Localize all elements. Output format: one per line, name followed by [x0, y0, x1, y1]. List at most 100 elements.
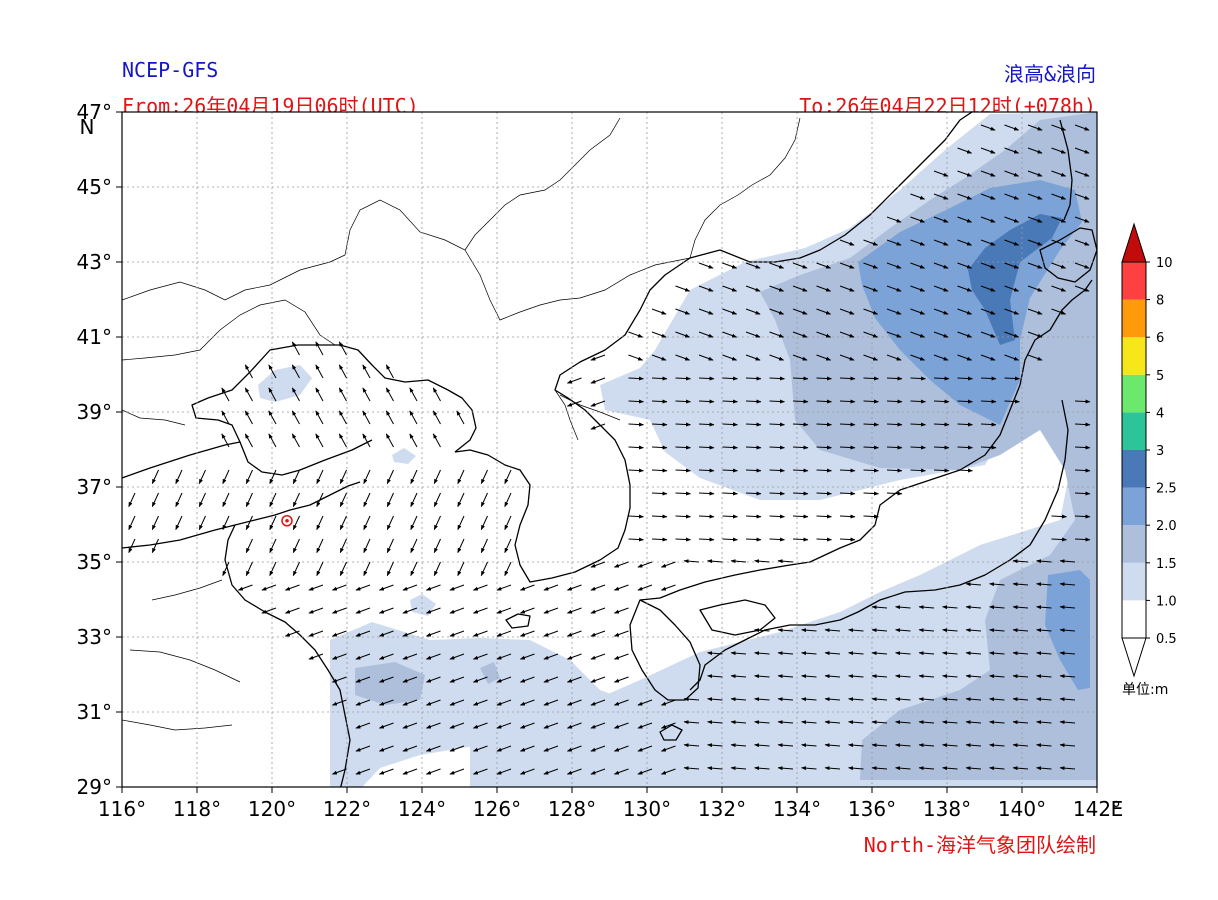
wave-direction-arrow	[425, 745, 441, 752]
wave-direction-arrow	[1012, 697, 1029, 702]
wave-direction-arrow	[432, 387, 441, 402]
wave-direction-arrow	[980, 331, 996, 338]
wave-direction-arrow	[472, 745, 488, 752]
wave-direction-arrow	[1012, 674, 1029, 679]
sakhalin	[1059, 119, 1073, 221]
wave-direction-arrow	[918, 766, 935, 771]
wave-direction-arrow	[543, 653, 559, 660]
wave-direction-arrow	[128, 492, 136, 508]
wave-direction-arrow	[957, 170, 973, 177]
wave-direction-arrow	[543, 676, 559, 683]
wave-direction-arrow	[816, 354, 832, 361]
wave-direction-arrow	[886, 468, 903, 473]
wave-direction-arrow	[754, 697, 770, 702]
wave-direction-arrow	[871, 766, 888, 771]
wave-direction-arrow	[698, 308, 714, 315]
wave-direction-arrow	[871, 674, 888, 679]
wave-direction-arrow	[1074, 537, 1091, 542]
wave-direction-arrow	[480, 492, 488, 508]
wave-direction-arrow	[957, 239, 973, 246]
wave-direction-arrow	[863, 445, 879, 450]
wave-direction-arrow	[863, 239, 879, 246]
lon-tick-label: 122°	[323, 797, 371, 821]
wave-direction-arrow	[895, 720, 911, 725]
wave-direction-arrow	[1027, 239, 1043, 246]
wave-direction-arrow	[698, 331, 714, 338]
wave-direction-arrow	[1004, 354, 1020, 361]
wave-direction-arrow	[910, 422, 926, 427]
lat-tick-label: 35°	[77, 550, 112, 574]
wave-direction-arrow	[980, 376, 997, 381]
colorbar-label: 2.0	[1156, 519, 1177, 534]
wave-direction-arrow	[245, 515, 253, 531]
wave-direction-arrow	[292, 515, 300, 531]
wave-direction-arrow	[863, 468, 879, 473]
wave-direction-arrow	[409, 387, 418, 402]
wave-direction-arrow	[315, 364, 324, 379]
lat-unit-label: N	[80, 115, 95, 139]
wave-direction-arrow	[816, 331, 832, 338]
wave-direction-arrow	[698, 262, 714, 269]
wave-direction-arrow	[1051, 170, 1067, 177]
wave-direction-arrow	[245, 538, 253, 554]
wave-direction-arrow	[590, 354, 606, 361]
wave-direction-arrow	[895, 605, 911, 610]
hokkaido	[1039, 227, 1097, 283]
wave-direction-arrow	[338, 433, 347, 448]
wave-direction-arrow	[613, 745, 629, 752]
wave-direction-arrow	[480, 538, 488, 554]
wave-direction-arrow	[698, 285, 714, 292]
wave-direction-arrow	[566, 699, 582, 706]
wave-direction-arrow	[1027, 308, 1043, 315]
wave-direction-arrow	[1027, 147, 1043, 154]
wave-direction-arrow	[338, 387, 347, 402]
wave-direction-arrow	[722, 285, 738, 292]
wave-direction-arrow	[957, 331, 973, 338]
wave-direction-arrow	[613, 768, 629, 775]
wave-direction-arrow	[848, 766, 864, 771]
wave-direction-arrow	[613, 584, 629, 591]
wave-direction-arrow	[863, 354, 879, 361]
wave-direction-arrow	[1059, 720, 1076, 725]
wave-direction-arrow	[456, 410, 465, 425]
map-area[interactable]	[122, 112, 1097, 800]
wave-direction-arrow	[386, 561, 394, 577]
wave-direction-arrow	[957, 445, 973, 450]
wave-direction-arrow	[331, 768, 347, 775]
wave-direction-arrow	[792, 537, 809, 542]
shikoku	[699, 599, 776, 636]
colorbar-label: 10	[1156, 256, 1173, 271]
wave-direction-arrow	[980, 239, 996, 246]
wave-direction-arrow	[355, 584, 371, 591]
wave-direction-arrow	[886, 239, 902, 246]
wave-direction-arrow	[957, 285, 973, 292]
colorbar-label: 4	[1156, 406, 1164, 421]
wave-direction-arrow	[886, 422, 903, 427]
wave-direction-arrow	[792, 445, 809, 450]
wave-direction-arrow	[698, 399, 715, 404]
wave-direction-arrow	[378, 676, 394, 683]
wave-direction-arrow	[151, 538, 159, 554]
wave-direction-arrow	[730, 720, 747, 725]
wave-direction-arrow	[698, 422, 715, 427]
wave-direction-arrow	[245, 492, 253, 508]
wave-direction-arrow	[660, 745, 676, 752]
wave-direction-arrow	[590, 377, 606, 384]
wave-direction-arrow	[425, 722, 441, 729]
wave-direction-arrow	[308, 584, 324, 591]
latitude-axis: 29° 31° 33° 35° 37° 39° 41° 43° 45° 47°N	[77, 100, 122, 799]
wave-direction-arrow	[863, 308, 879, 315]
wave-direction-arrow	[863, 376, 879, 381]
wave-direction-arrow	[628, 376, 644, 381]
lat-tick-label: 31°	[77, 700, 112, 724]
wave-direction-arrow	[863, 422, 879, 427]
wave-direction-arrow	[1027, 124, 1043, 131]
wave-direction-arrow	[590, 584, 606, 591]
wave-direction-arrow	[792, 331, 808, 338]
wave-direction-arrow	[410, 515, 418, 531]
wave-direction-arrow	[244, 387, 253, 402]
wave-direction-arrow	[1036, 582, 1052, 587]
russia-coast	[719, 112, 973, 263]
wave-direction-arrow	[745, 537, 762, 542]
wave-direction-arrow	[433, 515, 441, 531]
